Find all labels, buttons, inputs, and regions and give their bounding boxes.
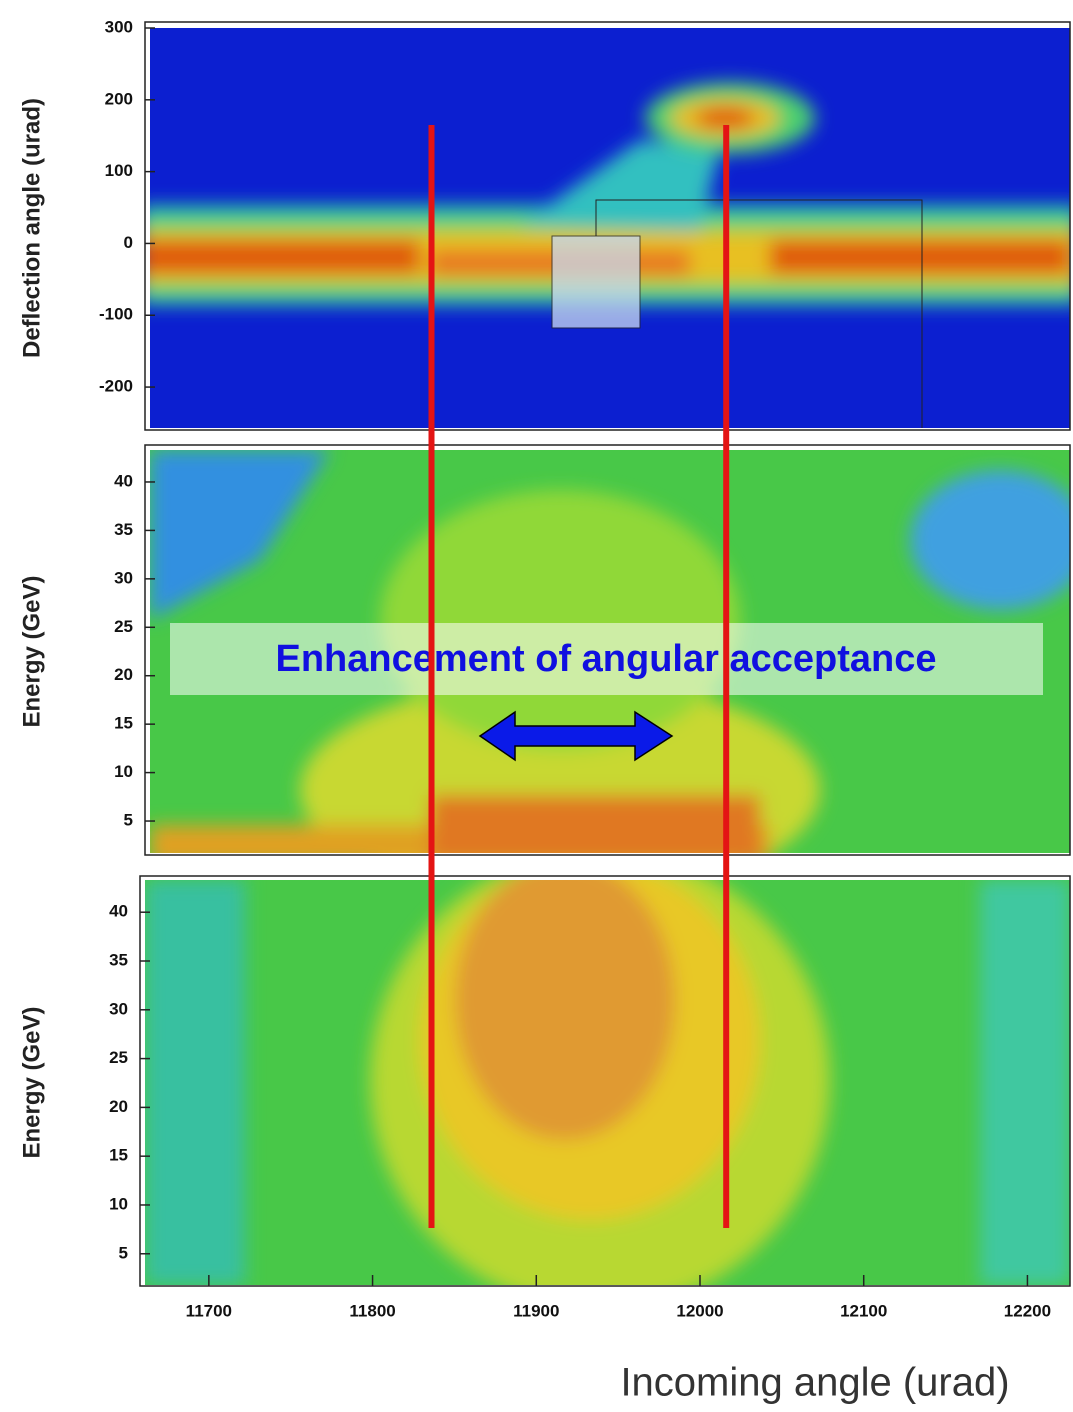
y-tick-label: 20: [109, 1097, 128, 1116]
y-tick-label: 30: [109, 999, 128, 1018]
y-tick-label: 35: [109, 950, 128, 969]
heatmap-top: [150, 28, 1070, 428]
axes-frames: [139, 21, 1071, 1287]
y-tick-label: 5: [119, 1243, 128, 1262]
y-tick-label: 35: [114, 520, 133, 539]
y-tick-label: 15: [109, 1146, 128, 1165]
y-tick-label: 25: [109, 1048, 128, 1067]
y-axis-label: Deflection angle (urad): [18, 98, 45, 358]
y-tick-label: 10: [114, 762, 133, 781]
y-tick-label: 0: [124, 233, 133, 252]
y-tick-label: 20: [114, 665, 133, 684]
x-axis-label: Incoming angle (urad): [620, 1361, 1009, 1405]
heatmap-bottom: [145, 880, 1070, 1285]
y-tick-label: -200: [99, 377, 133, 396]
x-tick-label: 11900: [513, 1301, 559, 1320]
y-axis-label: Energy (GeV): [18, 575, 45, 727]
y-tick-label: 30: [114, 568, 133, 587]
y-tick-label: 40: [109, 902, 128, 921]
y-tick-label: 100: [105, 161, 133, 180]
x-tick-label: 11700: [186, 1301, 232, 1320]
y-tick-label: 5: [124, 811, 133, 830]
x-tick-label: 12100: [840, 1301, 887, 1320]
arrow: [478, 710, 674, 762]
y-tick-label: -100: [99, 305, 133, 324]
x-tick-label: 12000: [676, 1301, 723, 1320]
y-tick-label: 25: [114, 617, 133, 636]
x-tick-label: 11800: [349, 1301, 395, 1320]
y-tick-label: 300: [105, 17, 133, 36]
annotation: Enhancement of angular acceptance: [276, 638, 937, 680]
y-tick-label: 40: [114, 471, 133, 490]
x-tick-label: 12200: [1004, 1301, 1051, 1320]
y-tick-label: 15: [114, 714, 133, 733]
y-tick-label: 10: [109, 1194, 128, 1213]
y-axis-label: Energy (GeV): [18, 1006, 45, 1158]
annotation-box: [170, 623, 1043, 695]
y-tick-label: 200: [105, 89, 133, 108]
